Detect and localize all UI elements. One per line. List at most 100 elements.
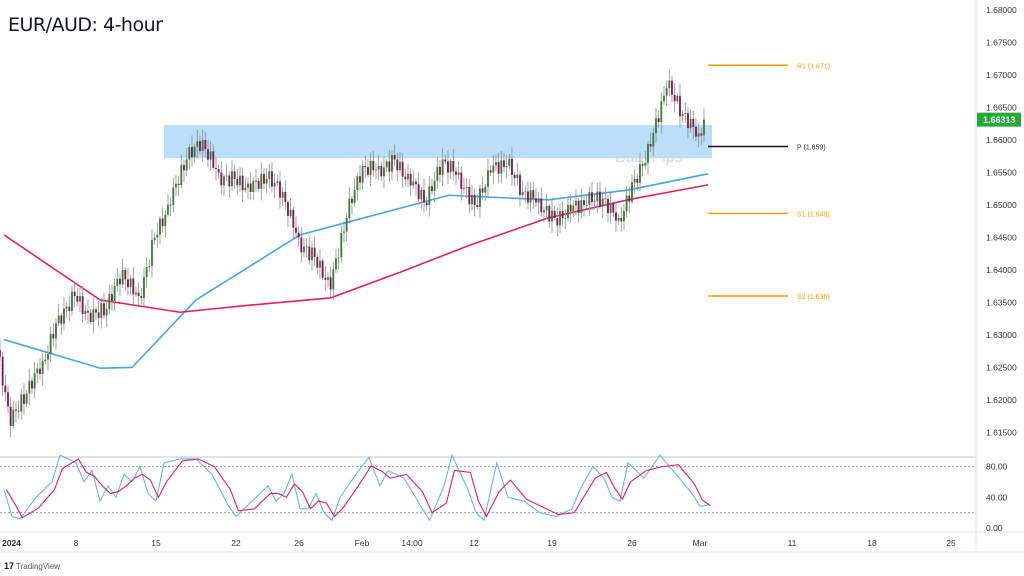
candle-body <box>252 180 255 192</box>
candle-body <box>527 191 529 203</box>
candle-body <box>324 277 327 280</box>
candle-body <box>407 173 409 180</box>
candle-body <box>561 210 564 219</box>
candle-body <box>196 141 199 147</box>
candle-body <box>204 140 207 150</box>
candle-body <box>52 333 55 339</box>
candle-body <box>284 192 287 203</box>
candle-body <box>95 309 97 313</box>
candle-body <box>628 195 631 202</box>
candle-body <box>311 247 313 261</box>
candle-body <box>652 133 655 147</box>
candle-body <box>145 267 148 278</box>
candle-body <box>263 173 265 184</box>
candle-body <box>396 159 399 171</box>
candle-body <box>404 176 407 180</box>
candle-body <box>228 175 231 187</box>
price-tick-label: 1.65500 <box>986 168 1017 178</box>
candle-body <box>441 159 444 175</box>
candle-body <box>79 296 81 302</box>
candle-body <box>684 113 687 114</box>
candle-body <box>135 292 137 295</box>
candle-body <box>223 176 225 186</box>
candle-body <box>337 257 340 259</box>
candle-body <box>511 158 513 175</box>
candle-body <box>340 232 343 258</box>
stoch-tick-label: 80.00 <box>986 462 1008 472</box>
candle-body <box>121 270 124 285</box>
candle-body <box>151 240 153 267</box>
time-tick-label: 22 <box>231 538 241 548</box>
candle-body <box>287 202 289 217</box>
price-tick-label: 1.66000 <box>986 135 1017 145</box>
candle-body <box>500 160 503 174</box>
candle-body <box>140 296 143 298</box>
candle-body <box>92 309 95 322</box>
candle-body <box>367 167 369 175</box>
candle-body <box>700 133 703 136</box>
time-tick-label: 26 <box>627 538 637 548</box>
candle-body <box>351 198 353 203</box>
candle-body <box>633 179 636 183</box>
candle-body <box>401 161 404 177</box>
candle-body <box>609 203 612 214</box>
candle-body <box>505 166 508 167</box>
price-tick-label: 1.63000 <box>986 330 1017 340</box>
candle-body <box>460 172 463 189</box>
candle-body <box>676 95 679 102</box>
candle-body <box>463 187 465 189</box>
current-price-badge <box>977 112 1021 127</box>
candle-body <box>540 198 543 213</box>
candle-body <box>556 218 559 226</box>
candle-body <box>353 189 356 203</box>
candle-body <box>321 260 324 278</box>
candle-body <box>7 392 9 407</box>
candle-body <box>76 296 79 302</box>
candle-body <box>4 385 7 393</box>
candle-body <box>28 380 31 394</box>
candle-body <box>425 202 428 205</box>
pivot-label: R1 (1.671) <box>797 63 830 70</box>
candle-body <box>631 182 633 202</box>
candle-body <box>89 312 92 322</box>
stoch-d-line <box>5 458 711 519</box>
candle-body <box>9 406 12 426</box>
candle-body <box>265 179 268 184</box>
candle-body <box>225 175 228 177</box>
price-tick-label: 1.67500 <box>986 38 1017 48</box>
time-tick-label: Feb <box>355 538 370 548</box>
pivot-label: S1 (1.648) <box>797 211 830 218</box>
candle-body <box>47 354 49 360</box>
candle-body <box>25 393 28 404</box>
stoch-tick-label: 0.00 <box>986 523 1003 533</box>
candle-body <box>247 183 249 188</box>
price-tick-label: 1.66500 <box>986 103 1017 113</box>
candle-body <box>636 179 639 183</box>
candles <box>0 69 705 438</box>
candle-body <box>564 218 567 219</box>
candle-body <box>39 368 41 374</box>
candle-body <box>535 198 537 203</box>
candle-body <box>108 294 111 309</box>
candle-body <box>199 141 201 152</box>
time-tick-label: 15 <box>151 538 161 548</box>
candle-body <box>297 232 300 238</box>
candle-body <box>71 291 73 311</box>
candle-body <box>273 182 276 187</box>
time-tick-label: 12 <box>469 538 479 548</box>
candle-body <box>335 258 337 270</box>
candle-body <box>303 246 305 253</box>
candle-body <box>471 194 473 205</box>
candle-body <box>596 191 599 202</box>
candle-body <box>15 409 17 411</box>
candle-body <box>236 179 239 186</box>
candle-body <box>159 218 161 235</box>
candle-body <box>417 184 420 200</box>
candle-body <box>537 198 540 203</box>
candle-body <box>361 166 364 183</box>
candle-body <box>433 180 436 192</box>
candle-body <box>575 200 577 206</box>
candle-body <box>447 161 449 173</box>
time-tick-label: Mar <box>693 538 708 548</box>
